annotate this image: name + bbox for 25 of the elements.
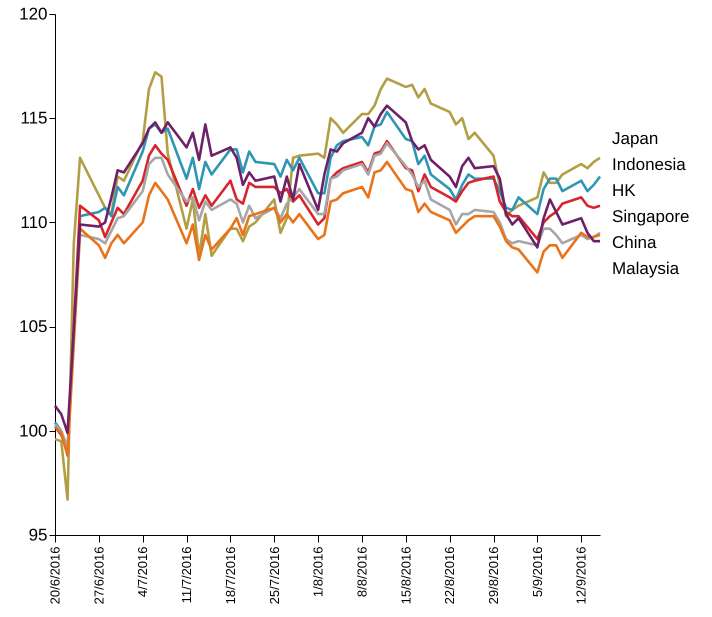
series-label: Japan [612, 129, 658, 148]
series-label: HK [612, 181, 636, 200]
y-tick-label: 115 [20, 108, 48, 128]
y-tick-label: 100 [19, 421, 48, 440]
series-label: Indonesia [612, 155, 686, 174]
x-tick-label: 8/8/2016 [354, 546, 370, 598]
x-tick-label: 5/9/2016 [530, 546, 545, 598]
x-tick-label: 20/6/2016 [48, 546, 62, 604]
x-tick-label: 27/6/2016 [91, 546, 106, 604]
x-tick-label: 1/8/2016 [310, 546, 326, 598]
x-tick-label: 12/9/2016 [574, 546, 589, 604]
series-label: Singapore [612, 207, 690, 226]
x-tick-label: 15/8/2016 [398, 546, 414, 604]
x-tick-label: 29/8/2016 [486, 546, 502, 604]
y-tick-label: 95 [28, 526, 48, 544]
y-tick-label: 105 [19, 317, 48, 336]
x-tick-label: 22/8/2016 [442, 546, 458, 604]
y-tick-label: 120 [19, 4, 48, 24]
x-tick-label: 11/7/2016 [179, 546, 194, 604]
series-label: Malaysia [612, 259, 680, 278]
x-tick-label: 25/7/2016 [266, 546, 282, 604]
series-label: China [612, 233, 657, 252]
x-tick-label: 4/7/2016 [135, 546, 150, 598]
x-tick-label: 18/7/2016 [222, 546, 238, 604]
y-tick-label: 110 [20, 212, 48, 232]
